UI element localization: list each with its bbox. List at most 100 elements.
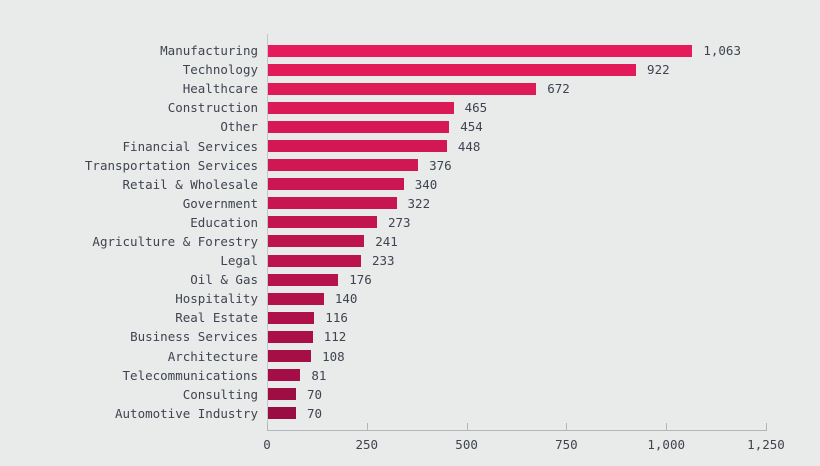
category-label: Other	[220, 119, 258, 135]
chart-row: Construction 465	[0, 98, 820, 117]
chart-row: Retail & Wholesale 340	[0, 175, 820, 194]
value-label: 81	[311, 367, 327, 383]
value-label: 233	[372, 253, 395, 269]
chart-row: Telecommunications 81	[0, 366, 820, 385]
x-tick-label: 1,000	[647, 437, 686, 452]
bar[interactable]	[268, 101, 454, 114]
value-label: 322	[407, 195, 431, 211]
category-label: Architecture	[167, 348, 258, 364]
bar[interactable]	[268, 197, 397, 210]
bar[interactable]	[268, 388, 296, 401]
x-tick-label: 0	[263, 437, 271, 452]
category-label: Construction	[167, 100, 258, 116]
bar[interactable]	[268, 369, 301, 382]
x-axis-line	[267, 430, 767, 431]
bar[interactable]	[268, 273, 339, 286]
value-label: 922	[647, 62, 670, 78]
bar[interactable]	[268, 140, 447, 153]
bar[interactable]	[268, 216, 377, 229]
value-label: 116	[325, 310, 348, 326]
bar-track: 108	[268, 349, 767, 364]
value-label: 376	[429, 157, 452, 173]
bar-track: 922	[268, 62, 767, 77]
y-axis-line	[267, 34, 268, 430]
chart-row: Other 454	[0, 117, 820, 136]
bar-track: 233	[268, 253, 767, 268]
chart-row: Technology 922	[0, 60, 820, 79]
category-label: Technology	[182, 62, 258, 78]
category-label: Agriculture & Forestry	[92, 233, 258, 249]
value-label: 273	[387, 214, 411, 230]
category-label: Consulting	[182, 386, 258, 402]
bar[interactable]	[268, 120, 450, 133]
bar[interactable]	[268, 235, 365, 248]
category-label: Real Estate	[175, 310, 258, 326]
chart-row: Hospitality 140	[0, 289, 820, 308]
bar[interactable]	[268, 178, 404, 191]
category-label: Healthcare	[182, 81, 258, 97]
chart-row: Government 322	[0, 194, 820, 213]
bar-track: 81	[268, 368, 767, 383]
bar-track: 112	[268, 329, 767, 344]
chart-row: Oil & Gas 176	[0, 270, 820, 289]
chart-row: Agriculture & Forestry 241	[0, 232, 820, 251]
bar[interactable]	[268, 159, 419, 172]
value-label: 1,063	[703, 43, 741, 59]
x-tick-label: 750	[555, 437, 578, 452]
value-label: 140	[334, 291, 358, 307]
category-label: Government	[182, 195, 258, 211]
bar-track: 176	[268, 272, 767, 287]
category-label: Manufacturing	[160, 43, 258, 59]
bar[interactable]	[268, 63, 637, 76]
chart-row: Real Estate 116	[0, 308, 820, 327]
bar[interactable]	[268, 254, 361, 267]
category-label: Business Services	[130, 329, 258, 345]
x-tick-mark	[766, 423, 767, 430]
value-label: 448	[457, 138, 481, 154]
bar-track: 376	[268, 158, 767, 173]
chart-row: Financial Services 448	[0, 136, 820, 155]
bar[interactable]	[268, 311, 315, 324]
value-label: 465	[464, 100, 488, 116]
bar-track: 241	[268, 234, 767, 249]
bar[interactable]	[268, 407, 296, 420]
bar-track: 454	[268, 119, 767, 134]
value-label: 340	[414, 176, 438, 192]
chart-row: Education 273	[0, 213, 820, 232]
bar-track: 340	[268, 177, 767, 192]
chart-row: Legal 233	[0, 251, 820, 270]
chart-row: Transportation Services 376	[0, 156, 820, 175]
bar[interactable]	[268, 350, 312, 363]
value-label: 241	[375, 233, 398, 249]
x-tick-mark	[366, 423, 368, 430]
value-label: 70	[306, 386, 322, 402]
bar-track: 465	[268, 100, 767, 115]
bar-track: 1,063	[268, 43, 767, 58]
value-label: 454	[460, 119, 483, 135]
x-tick-label: 500	[455, 437, 478, 452]
category-label: Financial Services	[122, 138, 258, 154]
category-label: Education	[190, 214, 258, 230]
chart-row: Architecture 108	[0, 347, 820, 366]
category-label: Automotive Industry	[115, 405, 258, 421]
chart-row: Manufacturing 1,063	[0, 41, 820, 60]
chart-row: Healthcare 672	[0, 79, 820, 98]
bar-track: 70	[268, 406, 767, 421]
category-label: Hospitality	[175, 291, 258, 307]
bar[interactable]	[268, 82, 537, 95]
value-label: 108	[322, 348, 345, 364]
bar-track: 273	[268, 215, 767, 230]
bar-track: 140	[268, 291, 767, 306]
bar-track: 322	[268, 196, 767, 211]
category-label: Legal	[220, 253, 258, 269]
bar-track: 70	[268, 387, 767, 402]
x-tick-mark	[666, 423, 668, 430]
chart-row: Business Services 112	[0, 327, 820, 346]
bar[interactable]	[268, 330, 313, 343]
x-tick-label: 1,250	[747, 437, 785, 452]
bar[interactable]	[268, 44, 693, 57]
chart-row: Consulting 70	[0, 385, 820, 404]
bar[interactable]	[268, 292, 324, 305]
value-label: 112	[323, 329, 347, 345]
